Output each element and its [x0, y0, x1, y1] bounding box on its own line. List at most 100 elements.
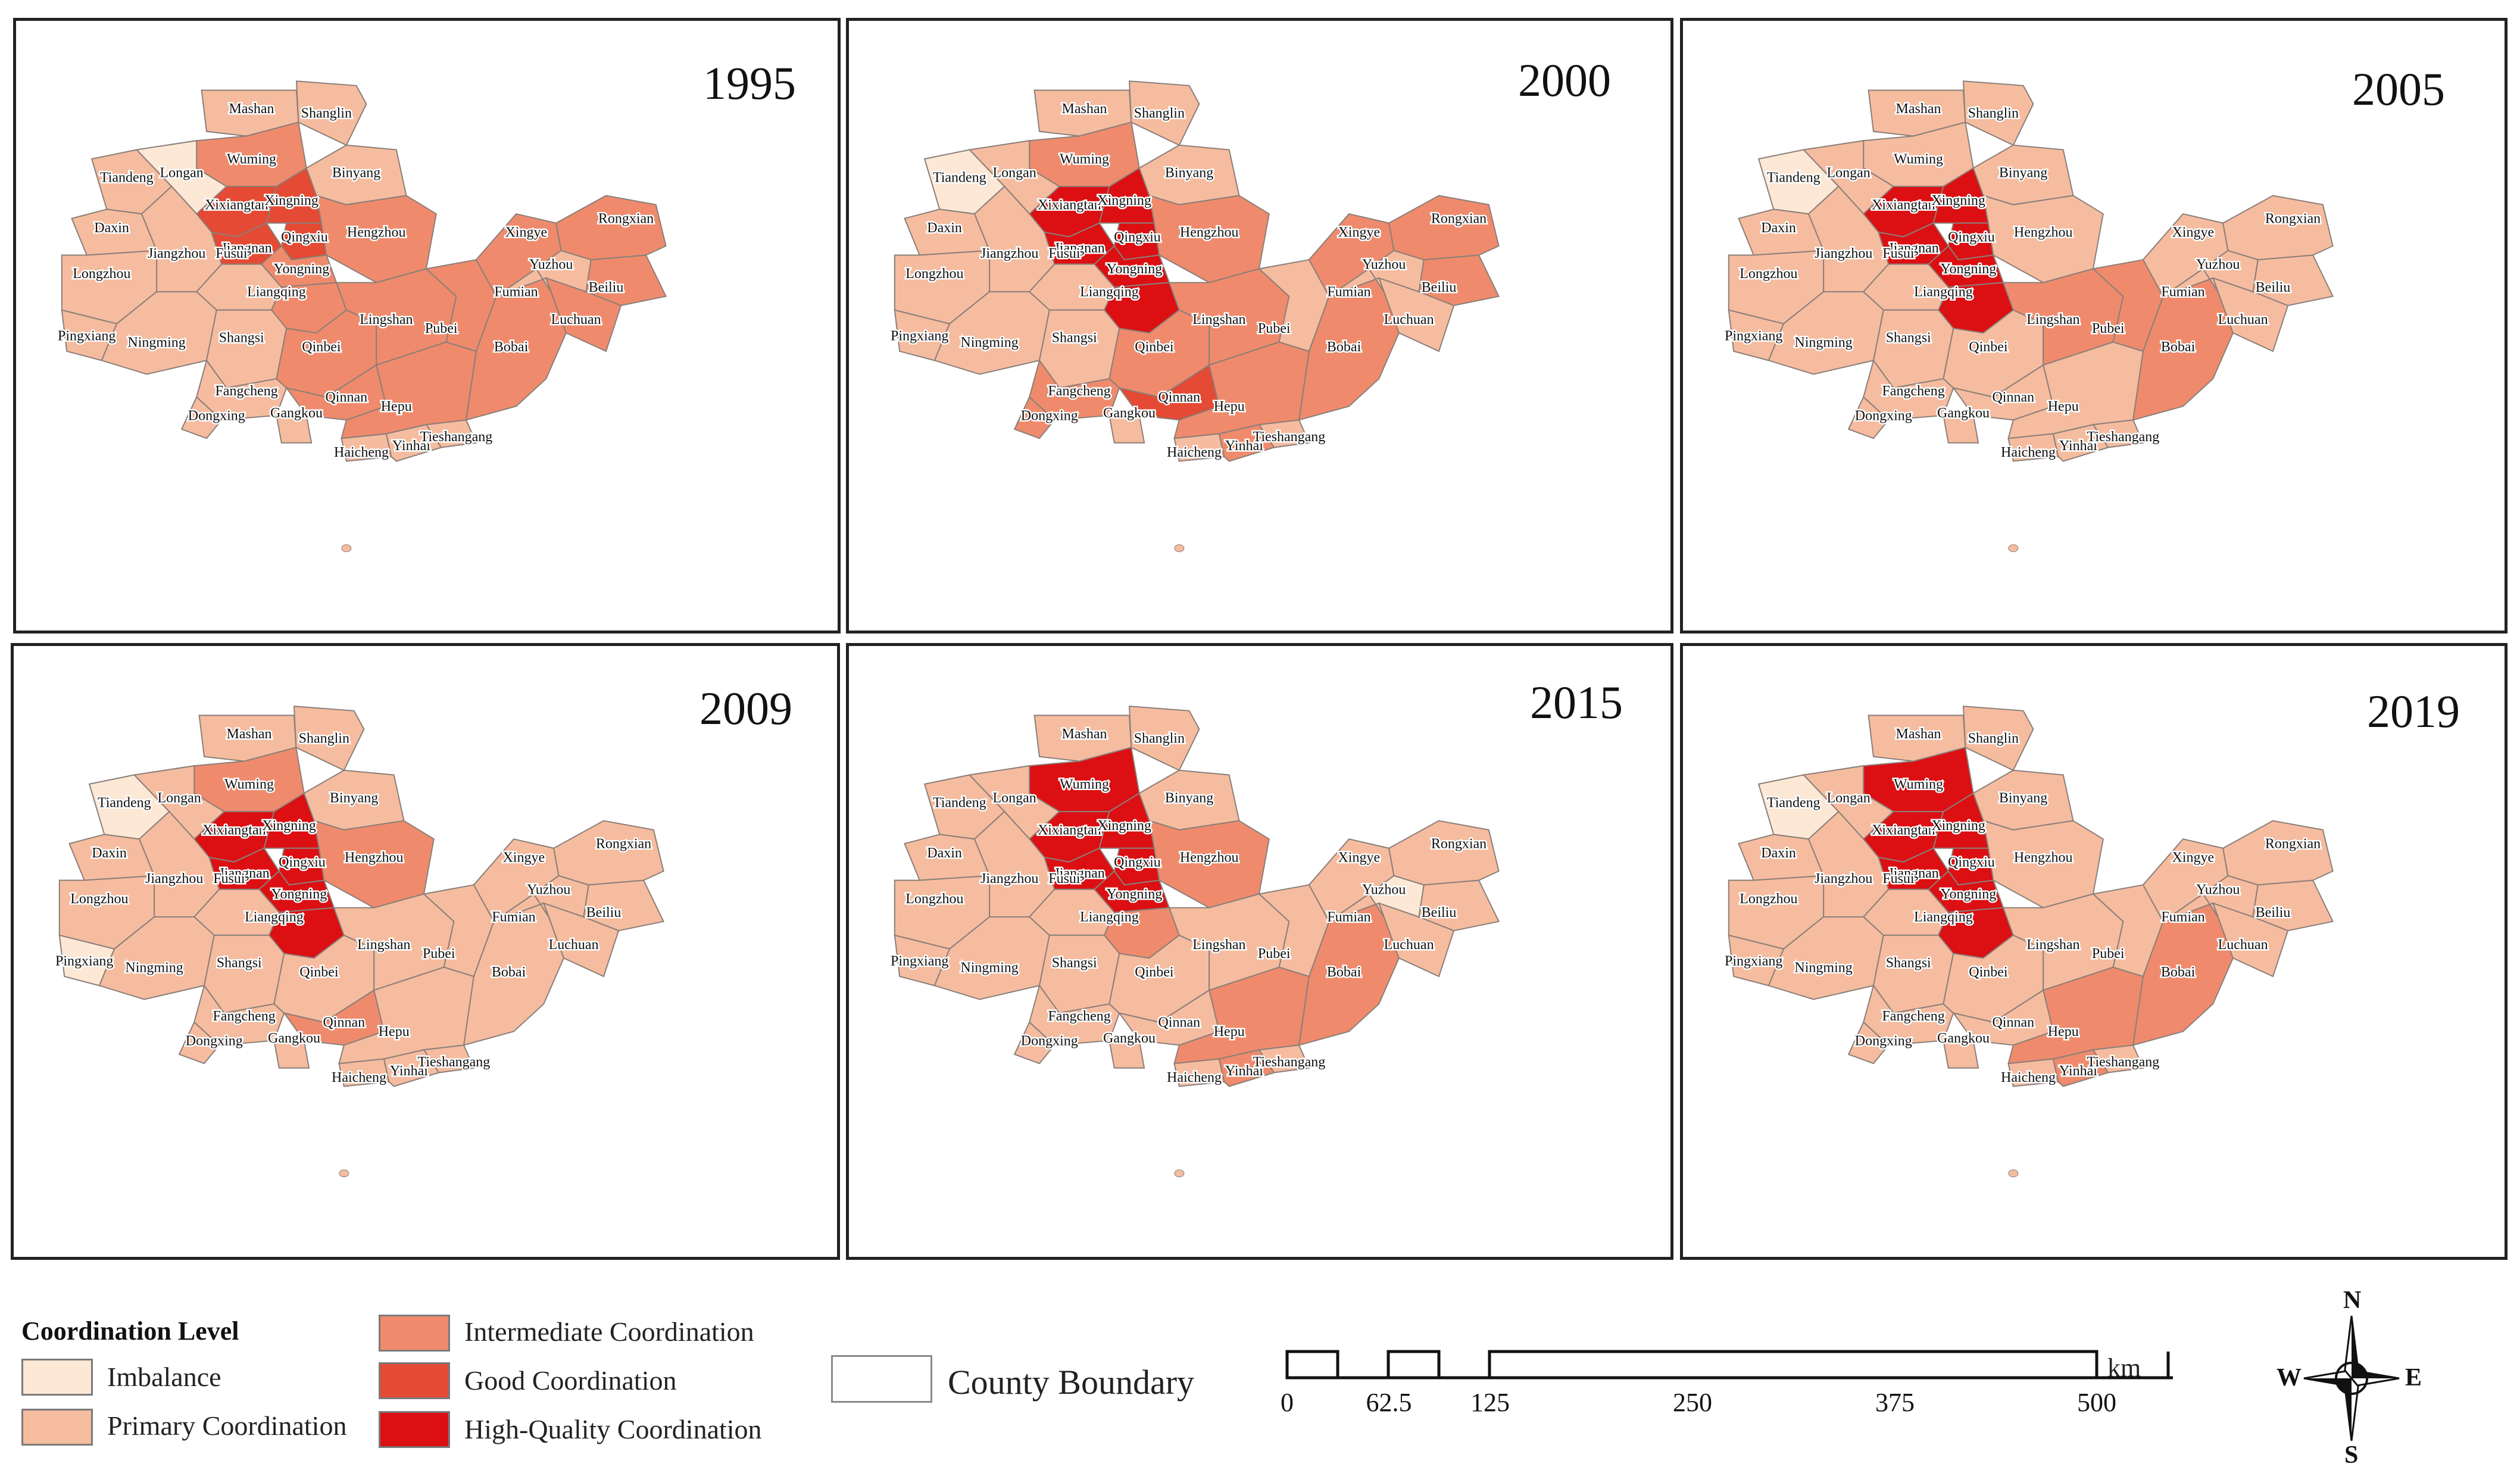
county-label-fusui: Fusui: [1882, 246, 1915, 261]
scale-tick-62-5: 62.5: [1366, 1388, 1412, 1417]
county-label-binyang: Binyang: [330, 791, 378, 806]
county-label-tiandeng: Tiandeng: [1767, 795, 1820, 810]
county-label-beiliu: Beiliu: [1422, 280, 1457, 295]
county-label-fumian: Fumian: [494, 285, 538, 300]
county-label-shanglin: Shanglin: [1134, 731, 1185, 747]
county-dongxing: [180, 396, 223, 439]
county-label-fumian: Fumian: [2161, 910, 2204, 925]
county-label-tieshangang: Tieshangang: [1253, 1054, 1326, 1070]
county-label-xingye: Xingye: [1338, 850, 1380, 866]
county-label-fangcheng: Fangcheng: [1882, 1009, 1944, 1024]
county-label-dongxing: Dongxing: [188, 408, 245, 423]
county-label-fumian: Fumian: [492, 910, 535, 925]
county-label-luchuan: Luchuan: [2218, 312, 2268, 327]
county-label-xingning: Xingning: [1097, 818, 1151, 834]
county-shanglin: [1962, 80, 2034, 146]
county-label-yinhai: Yinhai: [1225, 1063, 1263, 1079]
county-label-xingye: Xingye: [505, 225, 547, 241]
county-luchuan: [545, 277, 622, 352]
county-label-yinhai: Yinhai: [392, 438, 430, 454]
scale-unit: km: [2107, 1353, 2141, 1383]
county-label-gangkou: Gangkou: [1937, 1031, 1990, 1046]
county-label-hepu: Hepu: [1214, 399, 1245, 414]
county-label-wuming: Wuming: [1894, 777, 1943, 792]
county-label-tieshangang: Tieshangang: [1253, 429, 1326, 445]
county-label-xixiangtan: Xixiangtan: [1872, 823, 1935, 838]
county-gangkou: [273, 1040, 310, 1069]
scale-tick-250: 250: [1673, 1388, 1712, 1417]
county-label-yongning: Yongning: [1107, 261, 1163, 277]
county-label-longzhou: Longzhou: [1740, 891, 1797, 907]
county-label-dongxing: Dongxing: [1021, 408, 1078, 423]
county-label-pubei: Pubei: [423, 946, 455, 962]
county-label-pubei: Pubei: [425, 321, 458, 336]
county-label-fusui: Fusui: [216, 246, 248, 261]
county-label-xingye: Xingye: [1338, 225, 1380, 241]
county-label-mashan: Mashan: [1062, 101, 1107, 117]
county-luchuan: [1378, 277, 1455, 352]
county-label-binyang: Binyang: [1165, 791, 1213, 806]
county-label-tiandeng: Tiandeng: [1767, 170, 1820, 185]
county-label-fangcheng: Fangcheng: [215, 383, 277, 399]
county-label-pingxiang: Pingxiang: [891, 954, 948, 969]
county-label-mashan: Mashan: [1062, 726, 1107, 742]
legend-swatch-boundary: [831, 1355, 932, 1403]
county-label-xingye: Xingye: [2172, 850, 2214, 866]
county-label-ningming: Ningming: [960, 960, 1018, 975]
county-gangkou: [1108, 1040, 1145, 1069]
county-label-pubei: Pubei: [1258, 946, 1291, 962]
county-label-haicheng: Haicheng: [2001, 445, 2056, 460]
county-label-liangqing: Liangqing: [1080, 285, 1139, 300]
county-label-qingxiu: Qingxiu: [1114, 854, 1161, 870]
county-shanglin: [1128, 80, 1200, 146]
county-label-mashan: Mashan: [1896, 101, 1941, 117]
island: [339, 1169, 349, 1178]
county-label-jiangzhou: Jiangzhou: [980, 871, 1038, 887]
county-label-rongxian: Rongxian: [1431, 837, 1487, 852]
legend-label-high-quality: High-Quality Coordination: [464, 1414, 762, 1444]
county-label-fusui: Fusui: [213, 871, 245, 887]
county-label-jiangnan: Jiangnan: [1054, 241, 1104, 256]
choropleth-map: Mashan Shanglin Wuming Binyang Tiandeng Longa…: [1723, 706, 2334, 1178]
county-label-ningming: Ningming: [127, 335, 185, 350]
county-label-yongning: Yongning: [271, 887, 327, 902]
county-label-xixiangtan: Xixiangtan: [1872, 198, 1935, 213]
county-label-qinnan: Qinnan: [1158, 390, 1200, 405]
scale-tick-375: 375: [1875, 1388, 1915, 1417]
map-panel-2019: Mashan Shanglin Wuming Binyang Tiandeng Longa…: [1680, 643, 2507, 1260]
county-label-gangkou: Gangkou: [1103, 405, 1156, 421]
compass-w: W: [2277, 1364, 2302, 1391]
county-label-tiandeng: Tiandeng: [933, 795, 986, 810]
county-label-jiangzhou: Jiangzhou: [1815, 246, 1872, 261]
county-label-haicheng: Haicheng: [1167, 445, 1222, 460]
county-shanglin: [1128, 706, 1200, 772]
choropleth-map: Mashan Shanglin Wuming Binyang Tiandeng Longa…: [889, 80, 1500, 553]
county-luchuan: [2212, 277, 2289, 352]
legend-label-good: Good Coordination: [464, 1365, 677, 1396]
county-label-beiliu: Beiliu: [1422, 905, 1457, 920]
county-label-xingning: Xingning: [1931, 193, 1985, 208]
county-label-shanglin: Shanglin: [1968, 731, 2019, 747]
county-label-ningming: Ningming: [125, 960, 183, 975]
county-label-gangkou: Gangkou: [270, 405, 323, 421]
island: [2008, 1169, 2019, 1178]
county-label-wuming: Wuming: [1894, 152, 1943, 167]
county-label-qinbei: Qinbei: [1135, 965, 1174, 980]
map-panel-2000: Mashan Shanglin Wuming Binyang Tiandeng Longa…: [846, 18, 1673, 633]
compass-n: N: [2343, 1287, 2362, 1314]
county-label-yuzhou: Yuzhou: [2196, 882, 2240, 898]
county-label-tieshangang: Tieshangang: [2087, 1054, 2160, 1070]
county-label-rongxian: Rongxian: [2265, 837, 2321, 852]
year-label: 2015: [1530, 676, 1623, 728]
county-label-lingshan: Lingshan: [1192, 937, 1245, 953]
island: [1174, 1169, 1185, 1178]
choropleth-map: Mashan Shanglin Wuming Binyang Tiandeng Longa…: [54, 706, 665, 1178]
county-label-hengzhou: Hengzhou: [1180, 225, 1239, 241]
county-label-pingxiang: Pingxiang: [1725, 329, 1782, 344]
county-rongxian: [555, 195, 667, 261]
county-rongxian: [1388, 820, 1500, 886]
county-label-wuming: Wuming: [227, 152, 276, 167]
legend-swatch-primary: [21, 1409, 93, 1446]
county-label-xixiangtan: Xixiangtan: [1038, 823, 1101, 838]
county-label-beiliu: Beiliu: [2256, 280, 2291, 295]
